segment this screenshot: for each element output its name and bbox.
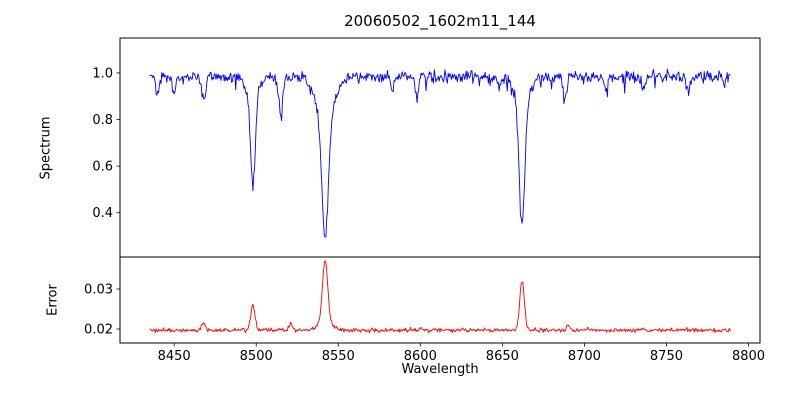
y-tick-label: 0.03 xyxy=(84,283,113,298)
y-tick-label: 0.8 xyxy=(92,113,113,128)
x-axis-label: Wavelength xyxy=(401,362,479,377)
x-tick-label: 8500 xyxy=(240,349,273,364)
x-tick-label: 8650 xyxy=(486,349,519,364)
x-tick-label: 8550 xyxy=(322,349,355,364)
x-tick-label: 8750 xyxy=(650,349,683,364)
y-tick-label: 0.4 xyxy=(92,206,113,221)
x-tick-label: 8800 xyxy=(732,349,765,364)
y-tick-label: 0.02 xyxy=(84,323,113,338)
x-tick-label: 8450 xyxy=(158,349,191,364)
chart-title: 20060502_1602m11_144 xyxy=(344,12,536,30)
x-tick-label: 8700 xyxy=(568,349,601,364)
y-tick-label: 1.0 xyxy=(92,66,113,81)
spectrum-series xyxy=(149,68,731,238)
error-series xyxy=(149,260,731,334)
axes-frame xyxy=(119,256,761,344)
axes-frame xyxy=(119,37,761,258)
x-tick-label: 8600 xyxy=(404,349,437,364)
y-tick-label: 0.6 xyxy=(92,160,113,175)
